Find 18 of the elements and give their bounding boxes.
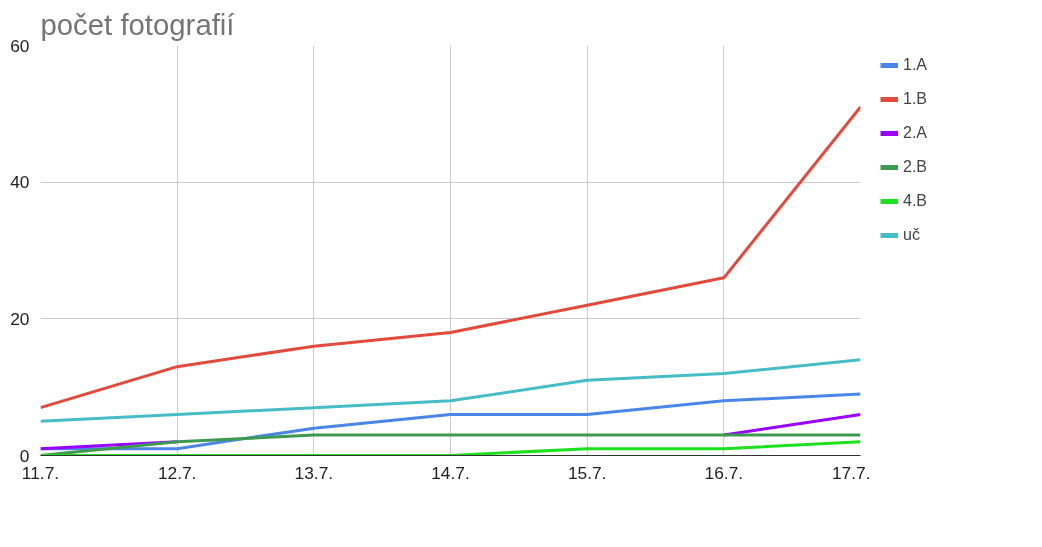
legend-label: 2.B [903, 158, 928, 176]
legend-label: 2.A [903, 124, 928, 142]
legend-label: 4.B [903, 192, 928, 210]
y-tick-label: 40 [10, 172, 30, 193]
legend-label: 1.B [903, 90, 928, 108]
x-tick-label: 17.7. [831, 462, 871, 483]
x-tick-label: 13.7. [294, 462, 334, 483]
legend-label: uč [903, 226, 921, 244]
chart-title: počet fotografií [40, 7, 235, 41]
x-tick-label: 15.7. [567, 462, 607, 483]
line-series [40, 358, 861, 423]
line-series [40, 105, 861, 410]
x-tick-label: 16.7. [704, 462, 744, 483]
x-tick-label: 14.7. [431, 462, 470, 483]
y-tick-label: 20 [10, 308, 30, 329]
legend-label: 1.A [903, 56, 928, 74]
x-tick-label: 12.7. [157, 462, 197, 483]
y-tick-label: 60 [10, 35, 30, 56]
